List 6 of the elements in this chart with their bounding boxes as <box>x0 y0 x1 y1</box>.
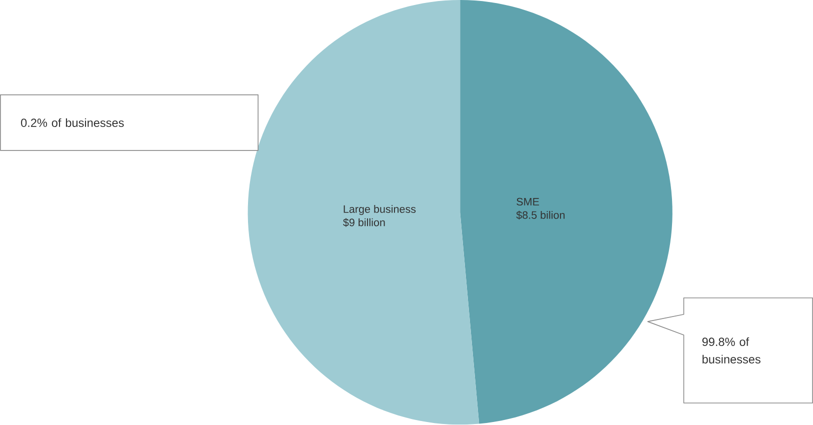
slice-label: SME <box>516 198 540 206</box>
data-label: $8.5 bilion <box>516 210 565 220</box>
data-label: $9 billion <box>343 218 385 228</box>
text: 0.2% of businesses <box>21 118 124 128</box>
text: 99.8% of businesses <box>702 338 760 364</box>
slice-label: Large business <box>344 205 416 216</box>
